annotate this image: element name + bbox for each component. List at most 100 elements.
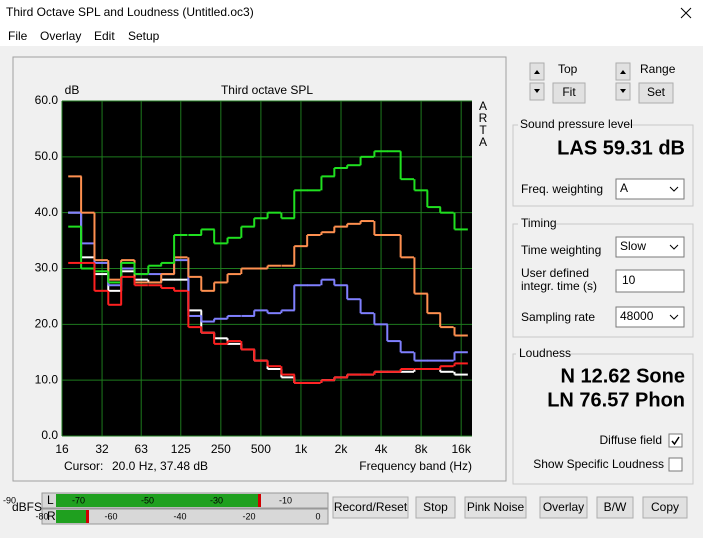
y-tick-label: 10.0	[35, 372, 59, 386]
button-label: Set	[647, 85, 666, 99]
text-input[interactable]	[615, 269, 685, 293]
fit-button[interactable]	[552, 82, 586, 104]
y-tick-label: 50.0	[35, 149, 59, 163]
label: Top	[558, 62, 578, 76]
group-title-bg	[518, 218, 556, 230]
x-tick-label: 4k	[375, 442, 389, 456]
checkbox[interactable]	[668, 433, 683, 448]
meter-scale: -80	[35, 511, 48, 521]
button-label: Record/Reset	[334, 500, 408, 514]
spl-reading: LAS 59.31 dB	[557, 137, 685, 159]
input-value: 10	[622, 273, 636, 287]
group-title: Timing	[521, 216, 557, 230]
group-box	[512, 223, 694, 338]
channel-label: L	[47, 493, 54, 507]
label: Freq. weighting	[521, 182, 603, 196]
button[interactable]	[464, 496, 527, 519]
button[interactable]	[642, 496, 688, 519]
label: User defined	[521, 266, 589, 280]
title-bar	[0, 0, 703, 27]
button[interactable]	[539, 496, 588, 519]
brand-letter: T	[479, 123, 487, 137]
x-tick-label: 8k	[415, 442, 429, 456]
dropdown-value: Slow	[620, 239, 646, 253]
channel-label: R	[47, 509, 56, 523]
cursor-label: Cursor:	[64, 459, 103, 473]
peak-mark	[86, 510, 89, 523]
y-tick-label: 60.0	[35, 93, 59, 107]
label: Time weighting	[521, 243, 601, 257]
x-tick-label: 125	[171, 442, 191, 456]
x-tick-label: 250	[211, 442, 231, 456]
group-title-bg	[518, 119, 624, 131]
dropdown-arrow	[669, 186, 679, 192]
dropdown-value: A	[620, 181, 628, 195]
y-tick-label: 30.0	[35, 261, 59, 275]
level-bar	[56, 510, 86, 523]
level-bar	[56, 494, 258, 507]
dropdown-arrow	[669, 244, 679, 250]
chart-title: Third octave SPL	[221, 83, 313, 97]
x-tick-label: 500	[251, 442, 271, 456]
group-title-bg	[516, 348, 568, 360]
close-button[interactable]	[680, 7, 692, 19]
set-button[interactable]	[638, 82, 674, 104]
x-tick-label: 63	[135, 442, 149, 456]
menu-item[interactable]: Overlay	[40, 29, 81, 43]
x-axis-label: Frequency band (Hz)	[359, 459, 472, 473]
dropdown-value: 48000	[620, 309, 654, 323]
sone-reading: N 12.62 Sone	[560, 365, 685, 387]
dropdown-arrow	[669, 314, 679, 320]
y-axis-label: dB	[65, 83, 80, 97]
button[interactable]	[596, 496, 634, 519]
meter-scale: -30	[210, 495, 223, 505]
button[interactable]	[332, 496, 409, 519]
label: Range	[640, 62, 676, 76]
brand-letter: A	[479, 135, 487, 149]
y-tick-label: 0.0	[41, 428, 58, 442]
label: integr. time (s)	[521, 279, 597, 293]
x-tick-label: 2k	[335, 442, 349, 456]
menu-item[interactable]: Edit	[94, 29, 115, 43]
meter-scale: -50	[141, 495, 154, 505]
dropdown[interactable]	[615, 236, 685, 258]
check-mark	[671, 436, 680, 446]
brand-letter: A	[479, 99, 487, 113]
x-tick-label: 16	[55, 442, 69, 456]
label: Sampling rate	[521, 310, 595, 324]
meter-scale: -20	[242, 511, 255, 521]
peak-mark	[258, 494, 261, 507]
meter-scale: -40	[173, 511, 186, 521]
meter-scale: 0	[315, 511, 320, 521]
button[interactable]	[415, 496, 456, 519]
group-title: Sound pressure level	[520, 117, 633, 131]
button-label: Overlay	[543, 500, 584, 514]
x-tick-label: 16k	[451, 442, 471, 456]
meter-scale: -70	[72, 495, 85, 505]
meter-scale: -60	[104, 511, 117, 521]
meter-scale: -10	[279, 495, 292, 505]
brand-letter: R	[479, 111, 488, 125]
checkbox[interactable]	[668, 457, 683, 472]
y-tick-label: 40.0	[35, 205, 59, 219]
button-label: Copy	[651, 500, 679, 514]
button-label: Pink Noise	[467, 500, 525, 514]
button-label: Fit	[562, 85, 576, 99]
phon-reading: LN 76.57 Phon	[547, 389, 685, 411]
group-title: Loudness	[519, 346, 571, 360]
menu-item[interactable]: File	[8, 29, 28, 43]
label: Show Specific Loudness	[533, 457, 664, 471]
cursor-value: 20.0 Hz, 37.48 dB	[112, 459, 208, 473]
label: Diffuse field	[600, 433, 662, 447]
y-tick-label: 20.0	[35, 317, 59, 331]
menu-bar	[0, 27, 703, 46]
menu-item[interactable]: Setup	[128, 29, 160, 43]
dropdown[interactable]	[615, 178, 685, 200]
group-box	[512, 353, 694, 485]
dropdown[interactable]	[615, 306, 685, 328]
meter-scale: -90	[3, 495, 16, 505]
x-tick-label: 32	[95, 442, 109, 456]
meter-frame	[41, 508, 329, 525]
